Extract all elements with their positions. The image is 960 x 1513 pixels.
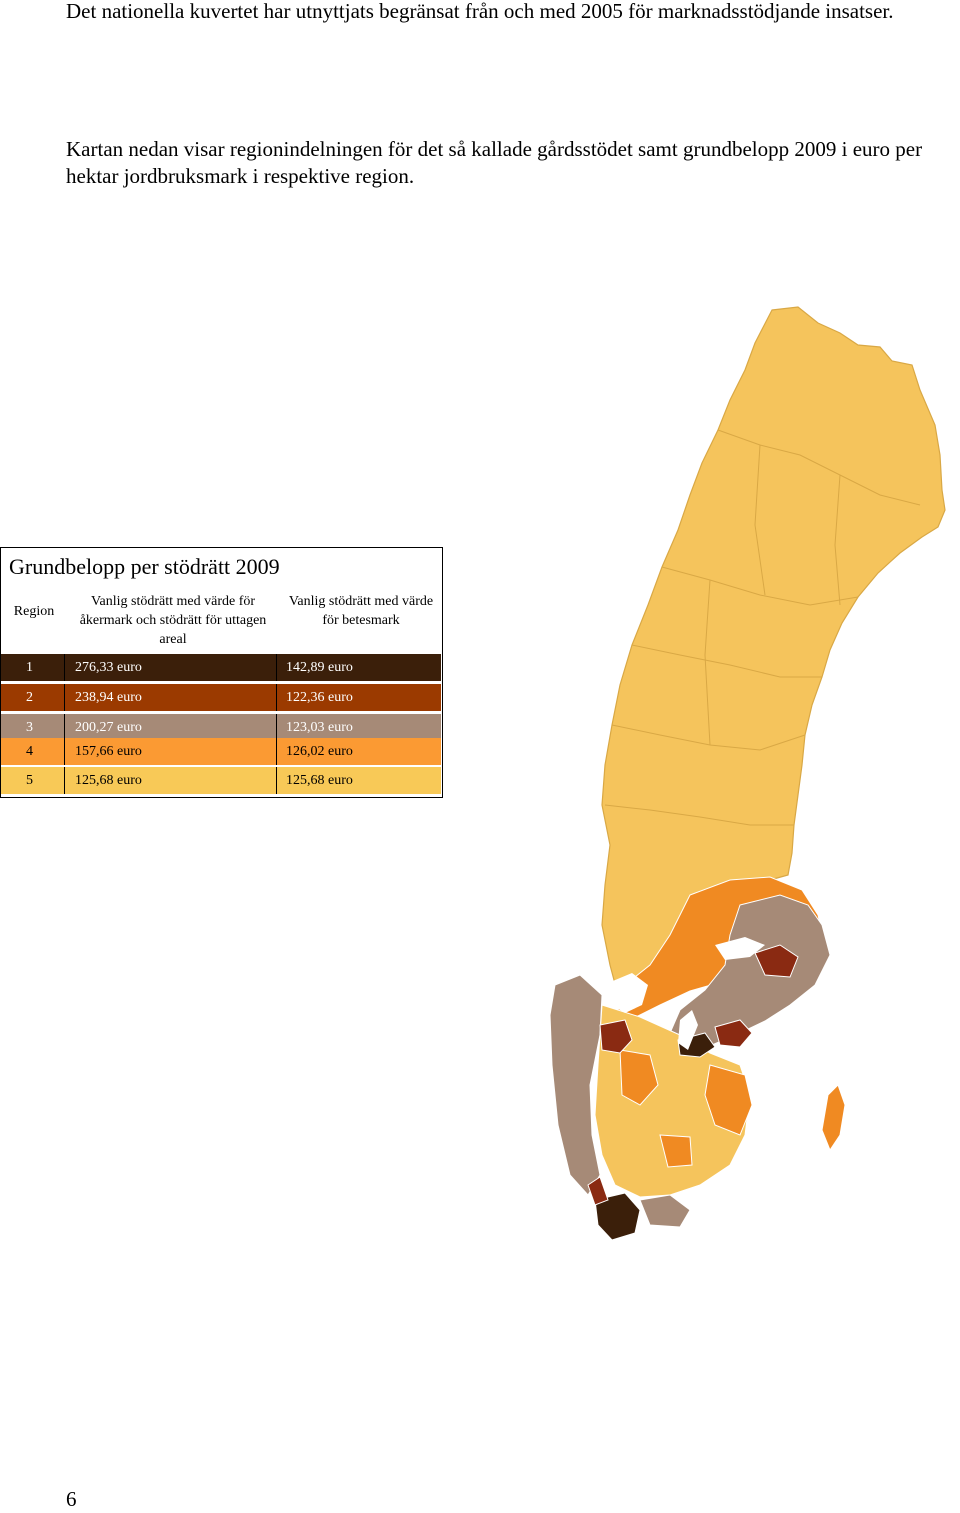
legend-title: Grundbelopp per stödrätt 2009 bbox=[9, 554, 280, 579]
legend-row: 5 125,68 euro 125,68 euro bbox=[1, 767, 441, 794]
legend-region-number: 2 bbox=[1, 684, 65, 711]
map-gotland bbox=[821, 1084, 846, 1152]
legend-row: 1 276,33 euro 142,89 euro bbox=[1, 654, 441, 681]
legend-pasture-value: 125,68 euro bbox=[286, 773, 353, 788]
legend-pasture-value: 142,89 euro bbox=[286, 660, 353, 675]
legend-arable-value: 276,33 euro bbox=[75, 660, 142, 675]
page-number: 6 bbox=[66, 1487, 77, 1511]
map-region-5-north bbox=[601, 306, 946, 996]
legend-pasture-value: 123,03 euro bbox=[286, 720, 353, 735]
legend-arable-value: 125,68 euro bbox=[75, 773, 142, 788]
map-lake-vanern bbox=[608, 973, 648, 1013]
map-region-4-south bbox=[704, 1064, 753, 1136]
paragraph-map-description: Kartan nedan visar regionindelningen för… bbox=[66, 137, 923, 188]
sweden-region-map bbox=[540, 305, 960, 1250]
map-region-3-west bbox=[549, 974, 603, 1196]
legend-pasture-value: 122,36 euro bbox=[286, 690, 353, 705]
map-lake-vattern bbox=[678, 1010, 698, 1050]
legend-row: 4 157,66 euro 126,02 euro bbox=[1, 738, 441, 765]
legend-region-number: 3 bbox=[1, 714, 65, 741]
legend-header-arable: Vanlig stödrätt med värde för åkermark o… bbox=[79, 594, 267, 647]
paragraph-intro: Det nationella kuvertet har utnyttjats b… bbox=[66, 0, 894, 23]
map-lake-malaren bbox=[715, 937, 765, 960]
legend-row: 2 238,94 euro 122,36 euro bbox=[1, 684, 441, 711]
legend-region-number: 1 bbox=[1, 654, 65, 681]
map-region-2-patch bbox=[599, 1019, 633, 1054]
legend-arable-value: 157,66 euro bbox=[75, 744, 142, 759]
legend-row: 3 200,27 euro 123,03 euro bbox=[1, 714, 441, 741]
legend-header-region: Region bbox=[13, 604, 55, 619]
legend-arable-value: 238,94 euro bbox=[75, 690, 142, 705]
legend-region-number: 5 bbox=[1, 767, 65, 794]
legend-header-pasture: Vanlig stödrätt med värde för betesmark bbox=[288, 594, 434, 628]
legend-table: Grundbelopp per stödrätt 2009 Region Van… bbox=[0, 547, 443, 798]
legend-region-number: 4 bbox=[1, 738, 65, 765]
legend-arable-value: 200,27 euro bbox=[75, 720, 142, 735]
legend-pasture-value: 126,02 euro bbox=[286, 744, 353, 759]
